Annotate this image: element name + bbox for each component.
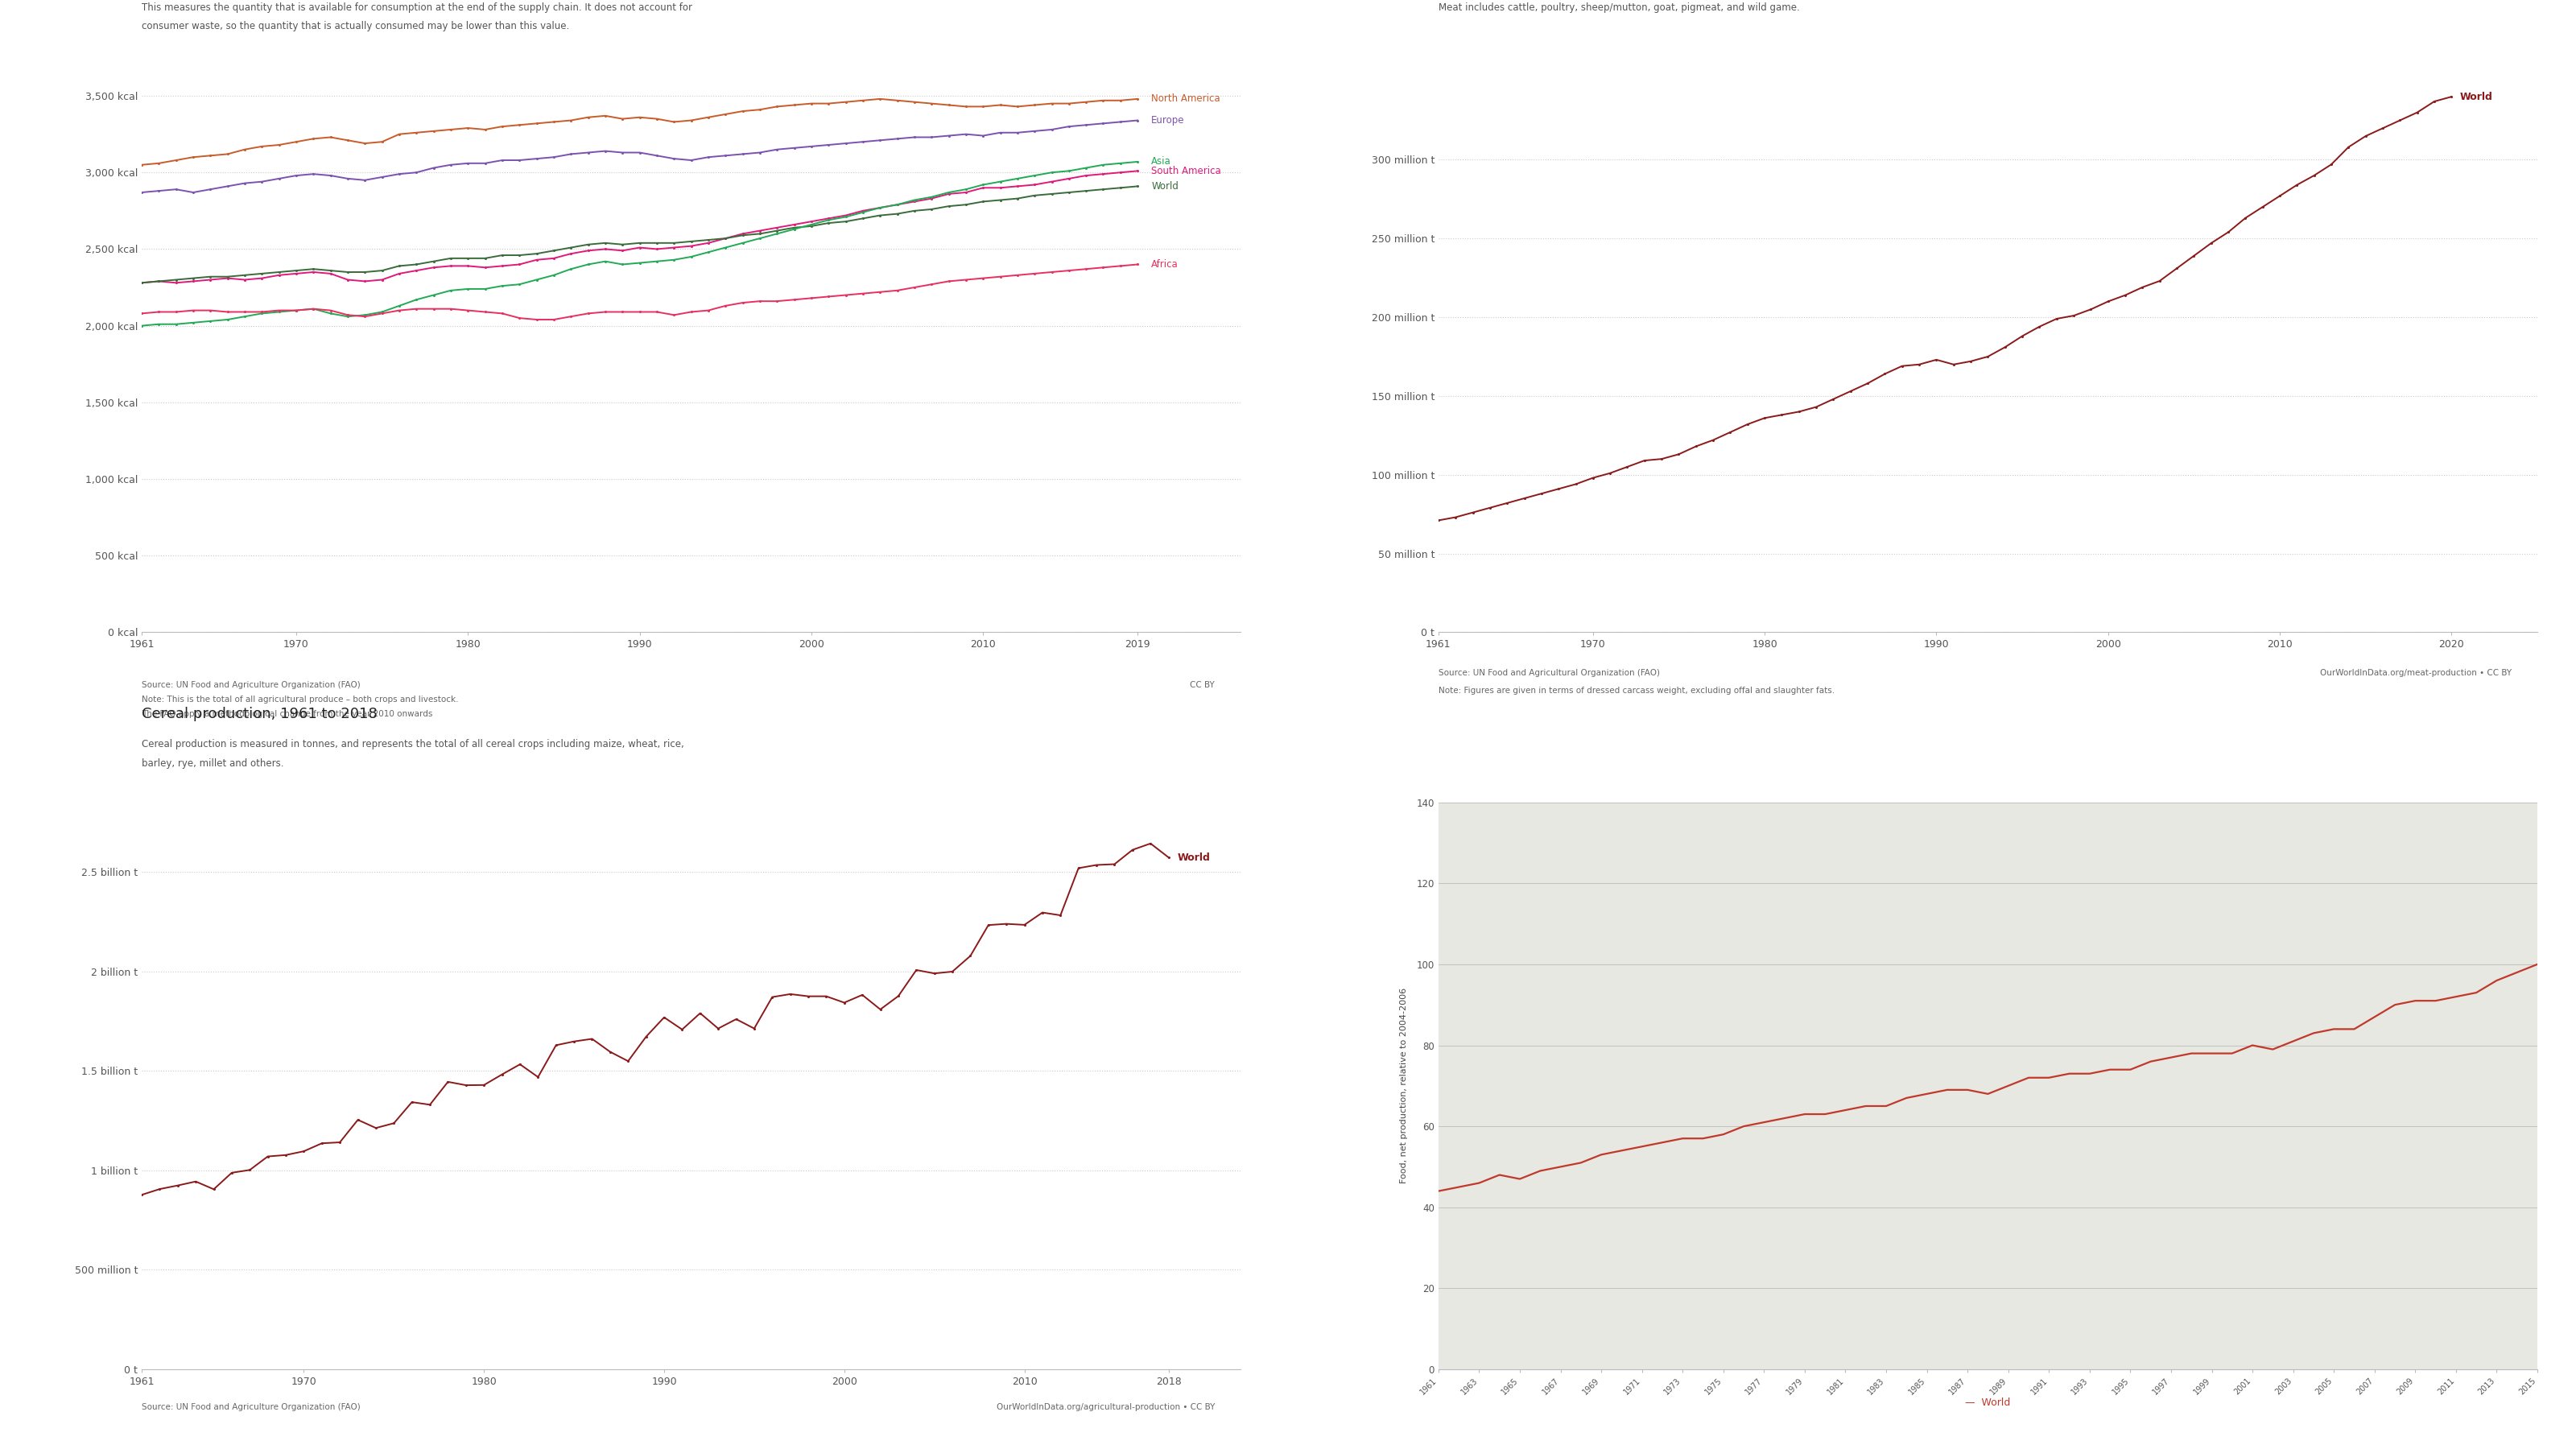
Text: Our World
in Data: Our World in Data — [1159, 0, 1200, 6]
Text: Cereal production is measured in tonnes, and represents the total of all cereal : Cereal production is measured in tonnes,… — [142, 739, 685, 749]
Text: Meat includes cattle, poultry, sheep/mutton, goat, pigmeat, and wild game.: Meat includes cattle, poultry, sheep/mut… — [1437, 1, 1801, 13]
Text: South America: South America — [1151, 165, 1221, 177]
Text: World: World — [1177, 852, 1211, 862]
Text: —  World: — World — [1965, 1397, 2012, 1408]
Text: World: World — [2460, 91, 2494, 101]
Text: Source: UN Food and Agriculture Organization (FAO): Source: UN Food and Agriculture Organiza… — [142, 1404, 361, 1411]
Text: consumer waste, so the quantity that is actually consumed may be lower than this: consumer waste, so the quantity that is … — [142, 20, 569, 32]
Text: OurWorldInData.org/agricultural-production • CC BY: OurWorldInData.org/agricultural-producti… — [997, 1404, 1216, 1411]
Text: World: World — [1151, 181, 1180, 191]
Y-axis label: Food, net production, relative to 2004-2006: Food, net production, relative to 2004-2… — [1399, 988, 1406, 1184]
Text: CC BY: CC BY — [1190, 681, 1216, 688]
Text: North America: North America — [1151, 94, 1221, 104]
Text: Asia: Asia — [1151, 156, 1172, 167]
Text: Source: UN Food and Agricultural Organization (FAO): Source: UN Food and Agricultural Organiz… — [1437, 669, 1659, 677]
Text: This measures the quantity that is available for consumption at the end of the s: This measures the quantity that is avail… — [142, 1, 693, 13]
Text: Africa: Africa — [1151, 259, 1177, 270]
Text: Note: This is the total of all agricultural produce – both crops and livestock.: Note: This is the total of all agricultu… — [142, 696, 459, 703]
Text: OurWorldInData.org/meat-production • CC BY: OurWorldInData.org/meat-production • CC … — [2321, 669, 2512, 677]
Text: Our World
in Data: Our World in Data — [2455, 0, 2499, 6]
Text: Europe: Europe — [1151, 114, 1185, 126]
Text: Source: UN Food and Agriculture Organization (FAO): Source: UN Food and Agriculture Organiza… — [142, 681, 361, 688]
Text: Note: Figures are given in terms of dressed carcass weight, excluding offal and : Note: Figures are given in terms of dres… — [1437, 687, 1834, 694]
Text: Cereal production, 1961 to 2018: Cereal production, 1961 to 2018 — [142, 707, 376, 722]
Text: Our World
in Data: Our World in Data — [1159, 724, 1200, 743]
Text: barley, rye, millet and others.: barley, rye, millet and others. — [142, 758, 283, 768]
Text: The FAO apply a methodological change from the year 2010 onwards: The FAO apply a methodological change fr… — [142, 710, 433, 717]
